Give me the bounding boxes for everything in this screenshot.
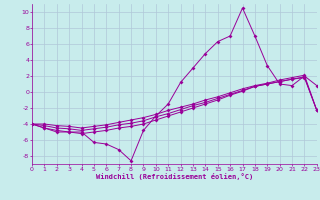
X-axis label: Windchill (Refroidissement éolien,°C): Windchill (Refroidissement éolien,°C) bbox=[96, 173, 253, 180]
